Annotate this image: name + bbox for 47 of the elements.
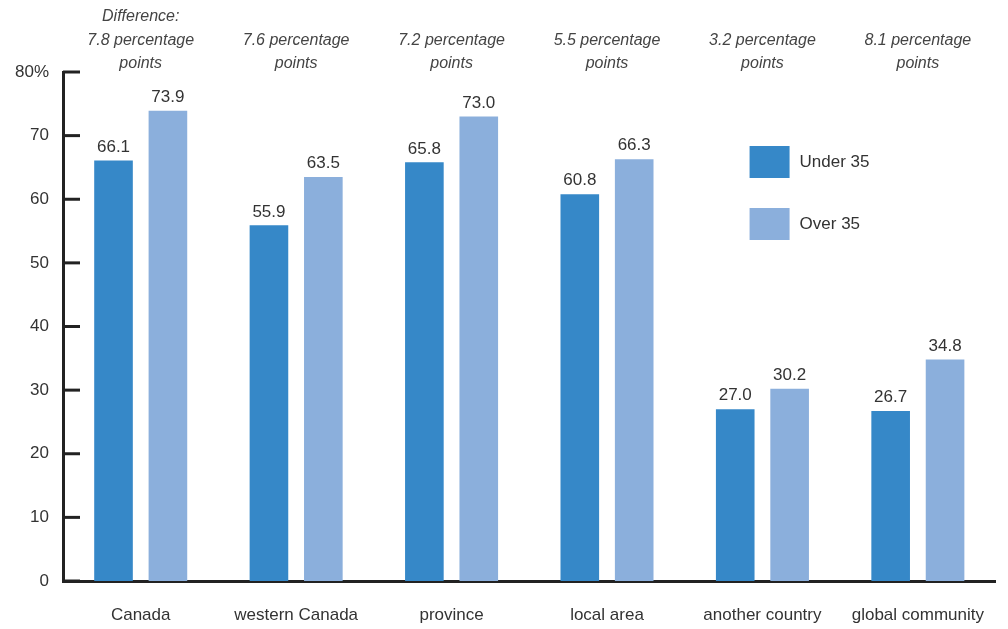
x-tick-label: local area [570,604,645,624]
bar [560,194,600,581]
y-tick-label: 10 [30,507,49,527]
data-label: 27.0 [718,385,752,405]
data-label: 60.8 [563,170,597,190]
y-tick-label: 50 [30,252,49,272]
annotation: 7.2 percentage points [398,30,506,71]
annotation: 8.1 percentage points [864,30,972,71]
annotation: 3.2 percentage points [709,30,816,71]
x-tick-label: global community [851,604,985,624]
data-label: 63.5 [306,153,340,173]
y-tick-label: 20 [30,443,49,463]
y-tick-label: 70 [30,125,49,145]
bar [148,110,188,581]
data-label: 73.9 [151,87,185,106]
x-tick-label: western Canada [233,604,359,624]
data-label: 26.7 [874,387,908,407]
annotation: Difference: 7.8 percentage points [87,7,195,71]
bar [770,388,809,581]
x-tick-label: another country [703,604,822,624]
y-tick-label: 30 [30,379,49,399]
bar [925,359,965,581]
bar [715,409,755,581]
y-tick-label: 0 [39,570,49,590]
bar [304,176,343,581]
y-tick-label: 80% [14,61,49,81]
legend-label: Under 35 [799,151,870,171]
bar [249,225,289,581]
x-tick-label: Canada [110,604,172,624]
legend-label: Over 35 [799,213,861,233]
bar [405,162,444,581]
bar [459,116,499,581]
data-label: 55.9 [252,201,286,221]
data-label: 66.1 [96,136,131,156]
x-tick-label: province [419,604,484,624]
data-label: 66.3 [617,135,651,155]
data-label: 65.8 [407,138,441,158]
bar [94,160,133,581]
bar [871,411,910,581]
annotation: 7.6 percentage points [242,30,350,71]
y-tick-label: 40 [30,316,49,336]
y-tick-label: 60 [30,188,49,208]
bar [614,159,654,581]
data-label: 34.8 [928,335,962,355]
data-label: 73.0 [462,92,496,112]
data-label: 30.2 [773,365,807,385]
annotation: 5.5 percentage points [553,30,661,71]
